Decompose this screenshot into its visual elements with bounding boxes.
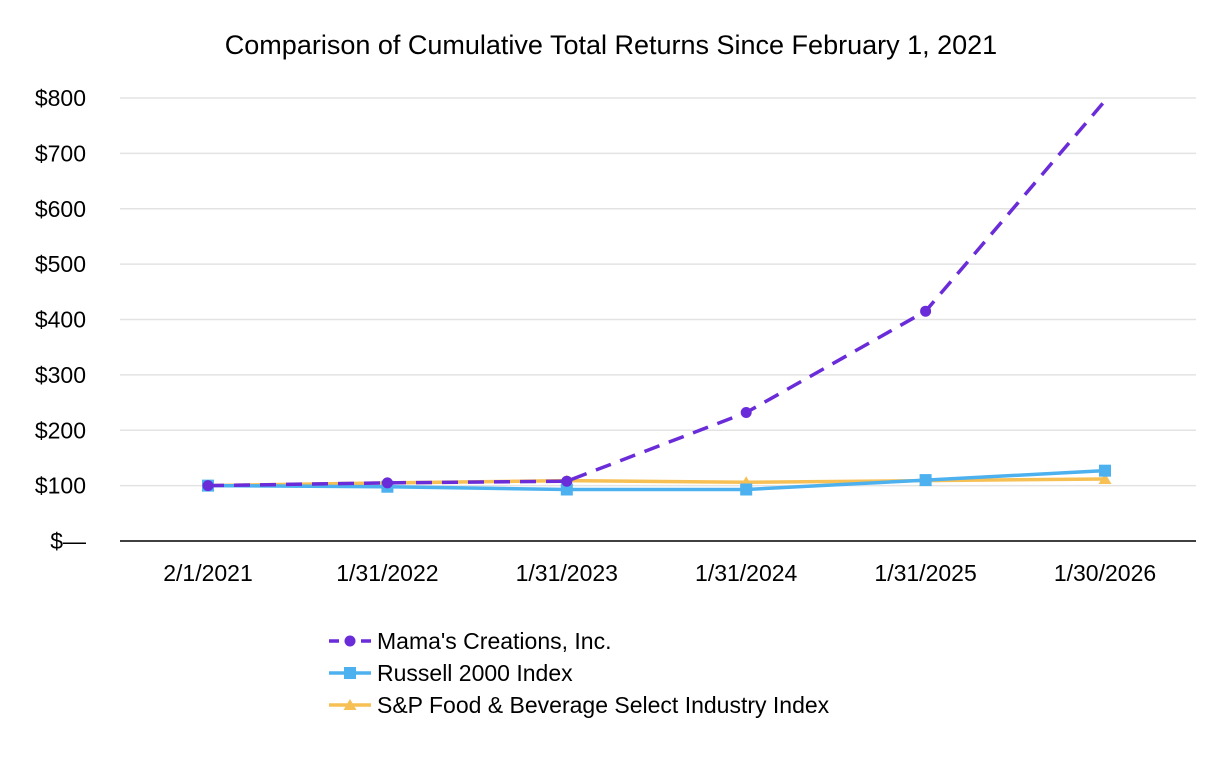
data-point — [343, 699, 357, 710]
chart-title: Comparison of Cumulative Total Returns S… — [225, 30, 997, 60]
legend-label: Russell 2000 Index — [377, 660, 573, 686]
data-point — [381, 477, 393, 489]
data-point — [560, 483, 573, 496]
data-point — [740, 407, 752, 419]
data-point — [344, 667, 356, 679]
y-tick-label: $600 — [35, 196, 86, 222]
x-tick-label: 1/31/2024 — [695, 560, 798, 586]
legend-label: Mama's Creations, Inc. — [377, 628, 611, 654]
legend-item: S&P Food & Beverage Select Industry Inde… — [329, 692, 830, 718]
x-tick-label: 1/30/2026 — [1054, 560, 1156, 586]
data-point — [561, 475, 573, 487]
series-group — [201, 99, 1112, 496]
legend-item: Mama's Creations, Inc. — [329, 628, 611, 654]
data-point — [202, 480, 214, 492]
data-point — [920, 305, 932, 317]
y-tick-label: $800 — [35, 85, 86, 111]
data-point — [740, 483, 753, 496]
x-axis-ticks: 2/1/2021 1/31/2022 1/31/2023 1/31/2024 1/31/… — [163, 560, 1156, 586]
y-tick-label: $300 — [35, 362, 86, 388]
data-point — [1098, 472, 1112, 484]
legend-label: S&P Food & Beverage Select Industry Inde… — [377, 692, 830, 718]
series-line — [207, 477, 1106, 488]
series-line — [207, 99, 1107, 488]
data-point — [344, 635, 356, 647]
data-point — [1099, 464, 1111, 477]
gridlines — [120, 97, 1196, 487]
legend-item: Russell 2000 Index — [329, 660, 573, 686]
y-tick-label: $100 — [35, 473, 86, 499]
series-0 — [202, 99, 1107, 492]
series-line — [207, 468, 1106, 492]
x-tick-label: 1/31/2025 — [874, 560, 976, 586]
y-tick-label: $— — [50, 528, 86, 554]
data-point — [919, 474, 932, 487]
y-tick-label: $500 — [35, 251, 86, 277]
y-tick-label: $400 — [35, 307, 86, 333]
y-tick-label: $700 — [35, 140, 86, 166]
x-tick-label: 1/31/2023 — [516, 560, 618, 586]
x-tick-label: 2/1/2021 — [163, 560, 253, 586]
y-axis-ticks: $— $100 $200 $300 $400 $500 $600 $700 $800 — [35, 85, 86, 554]
x-tick-label: 1/31/2022 — [336, 560, 438, 586]
y-tick-label: $200 — [35, 417, 86, 443]
legend: Mama's Creations, Inc. Russell 2000 Index… — [329, 628, 830, 718]
